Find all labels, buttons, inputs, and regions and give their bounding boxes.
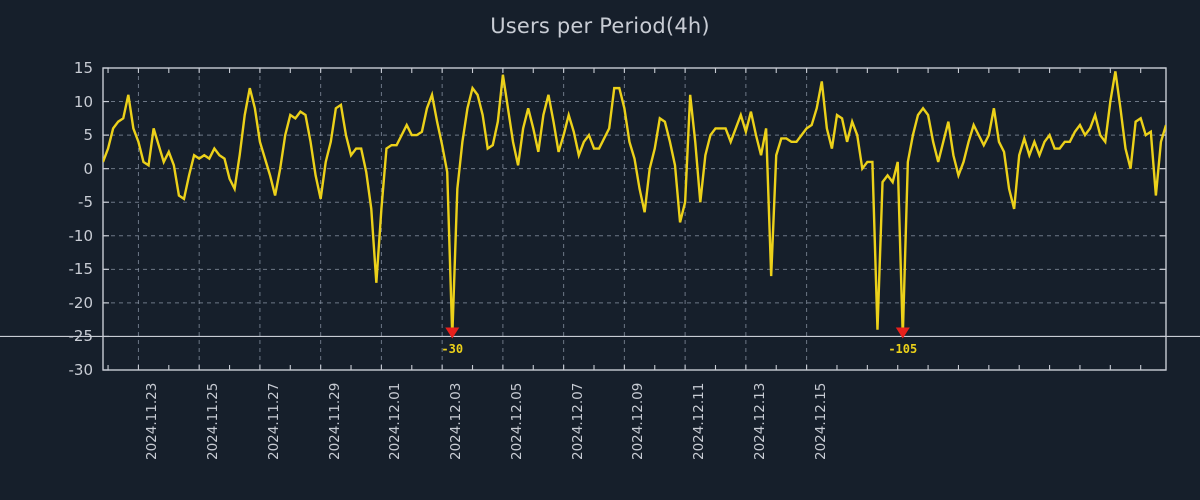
x-axis-tick-label: 2024.12.09 bbox=[630, 382, 647, 460]
x-axis-tick-label: 2024.12.03 bbox=[448, 382, 465, 460]
grid-layer bbox=[0, 68, 1200, 370]
marker-layer bbox=[445, 327, 910, 339]
y-axis-tick-label: -30 bbox=[68, 361, 94, 379]
y-axis-tick-label: 15 bbox=[73, 59, 93, 77]
clipped-value-marker bbox=[445, 327, 460, 339]
x-axis-tick-label: 2024.12.01 bbox=[387, 382, 404, 460]
axis-layer bbox=[102, 67, 1167, 371]
clipped-value-annotation: -30 bbox=[441, 342, 464, 357]
x-axis-tick-label: 2024.12.07 bbox=[569, 382, 586, 460]
x-axis-tick-label: 2024.11.27 bbox=[265, 382, 282, 460]
y-axis-tick-label: 5 bbox=[83, 126, 93, 145]
series-layer bbox=[103, 71, 1166, 337]
data-line bbox=[103, 71, 1166, 337]
plot-frame bbox=[102, 67, 1167, 371]
x-axis-tick-label: 2024.12.13 bbox=[751, 382, 768, 460]
x-axis-tick-label: 2024.12.11 bbox=[691, 382, 708, 460]
y-axis-tick-label: -20 bbox=[68, 293, 94, 312]
x-axis-tick-label: 2024.12.15 bbox=[812, 382, 829, 460]
y-axis-tick-label: 10 bbox=[73, 92, 93, 111]
clipped-value-annotation: -105 bbox=[888, 342, 918, 357]
clipped-value-marker bbox=[895, 327, 910, 339]
y-axis-tick-label: -5 bbox=[78, 193, 93, 212]
chart-title: Users per Period(4h) bbox=[490, 14, 710, 38]
y-axis-tick-label: 0 bbox=[83, 159, 93, 178]
y-axis-tick-label: -15 bbox=[68, 260, 94, 279]
x-axis-tick-label: 2024.11.29 bbox=[326, 382, 343, 460]
y-axis-tick-label: -25 bbox=[68, 327, 94, 346]
x-axis-tick-label: 2024.11.25 bbox=[205, 382, 222, 460]
x-axis-tick-label: 2024.12.05 bbox=[508, 382, 525, 460]
y-axis-tick-label: -10 bbox=[68, 226, 94, 245]
x-axis-tick-label: 2024.11.23 bbox=[144, 382, 161, 460]
